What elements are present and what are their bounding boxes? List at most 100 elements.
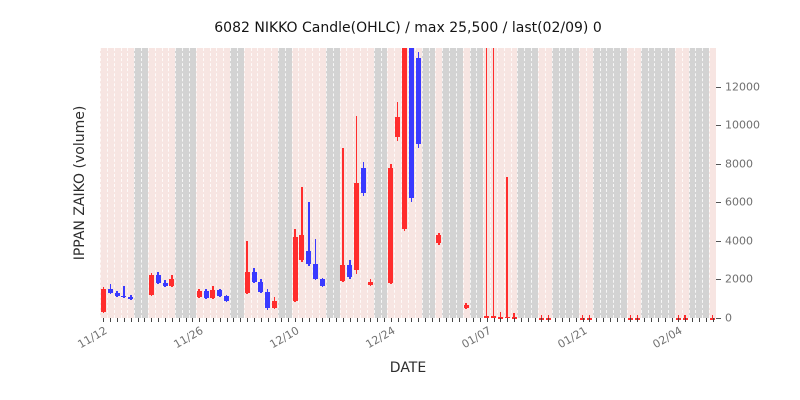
candle-body <box>415 57 421 145</box>
candle-wick <box>588 315 591 318</box>
x-tick <box>637 318 639 322</box>
closed-day-band <box>380 48 388 318</box>
candle-wick <box>547 315 550 318</box>
y-tick-label: 8000 <box>725 157 753 171</box>
x-tick <box>103 318 105 322</box>
trading-day-band <box>538 48 545 318</box>
closed-day-band <box>517 48 525 318</box>
trading-day-band <box>626 48 634 318</box>
trading-day-band <box>709 48 716 318</box>
y-tick <box>716 86 721 88</box>
candle-wick <box>540 315 543 318</box>
trading-day-band <box>633 48 641 318</box>
trading-day-band <box>346 48 354 318</box>
closed-day-band <box>592 48 600 318</box>
x-tick <box>671 318 673 322</box>
x-tick <box>486 318 488 322</box>
trading-day-band <box>585 48 593 318</box>
x-tick <box>514 318 516 322</box>
x-tick <box>295 318 297 322</box>
candle-body <box>463 304 469 309</box>
x-tick <box>356 318 358 322</box>
x-tick <box>644 318 646 322</box>
candle-wick <box>342 148 344 283</box>
closed-day-band <box>599 48 607 318</box>
candle-body <box>367 282 373 286</box>
x-tick <box>308 318 310 322</box>
x-tick <box>301 318 303 322</box>
x-tick <box>493 318 495 322</box>
candle-body <box>402 48 408 230</box>
y-tick <box>716 202 721 204</box>
candle-wick <box>492 48 495 318</box>
x-tick <box>151 318 153 322</box>
closed-day-band <box>524 48 532 318</box>
x-tick <box>534 318 536 322</box>
x-tick <box>274 318 276 322</box>
x-tick <box>144 318 146 322</box>
x-tick <box>479 318 481 322</box>
candle-body <box>272 300 278 309</box>
x-tick <box>630 318 632 322</box>
trading-day-band <box>414 48 422 318</box>
closed-day-band <box>182 48 189 318</box>
candle-wick <box>246 240 248 294</box>
x-tick <box>541 318 543 322</box>
x-tick <box>192 318 194 322</box>
x-tick <box>527 318 529 322</box>
trading-day-band <box>147 48 155 318</box>
trading-day-band <box>305 48 313 318</box>
x-tick <box>247 318 249 322</box>
candle-body <box>497 317 503 319</box>
trading-day-band <box>681 48 689 318</box>
trading-day-band <box>209 48 217 318</box>
x-tick <box>185 318 187 322</box>
x-tick <box>110 318 112 322</box>
x-tick <box>370 318 372 322</box>
closed-day-band <box>702 48 710 318</box>
candle-body <box>155 274 161 284</box>
closed-day-band <box>134 48 142 318</box>
x-tick <box>240 318 242 322</box>
x-tick <box>705 318 707 322</box>
x-tick <box>692 318 694 322</box>
x-tick <box>226 318 228 322</box>
closed-day-band <box>175 48 183 318</box>
trading-day-band <box>113 48 121 318</box>
candle-body <box>121 295 127 298</box>
candle-body <box>347 264 353 278</box>
candle-wick <box>301 186 303 263</box>
x-tick <box>603 318 605 322</box>
closed-day-band <box>551 48 559 318</box>
x-tick <box>199 318 201 322</box>
x-tick <box>548 318 550 322</box>
candle-body <box>196 291 202 297</box>
x-tick <box>438 318 440 322</box>
closed-day-band <box>661 48 669 318</box>
trading-day-band <box>195 48 203 318</box>
trading-day-band <box>106 48 114 318</box>
candle-wick <box>485 48 488 318</box>
closed-day-band <box>531 48 538 318</box>
x-tick <box>555 318 557 322</box>
trading-day-band <box>394 48 402 318</box>
candle-layer <box>100 48 716 320</box>
closed-day-band <box>647 48 655 318</box>
x-tick <box>322 318 324 322</box>
candle-wick <box>314 238 317 281</box>
x-tick <box>206 318 208 322</box>
closed-day-band <box>373 48 381 318</box>
closed-day-band <box>277 48 285 318</box>
candle-wick <box>677 315 680 318</box>
x-tick <box>404 318 406 322</box>
closed-day-band <box>654 48 662 318</box>
x-tick <box>657 318 659 322</box>
chart-title: 6082 NIKKO Candle(OHLC) / max 25,500 / l… <box>214 20 602 36</box>
candle-wick <box>684 315 686 318</box>
candle-wick <box>636 315 639 318</box>
x-tick <box>609 318 611 322</box>
y-tick-label: 2000 <box>725 272 753 286</box>
trading-day-band <box>544 48 552 318</box>
candle-body <box>388 167 394 284</box>
closed-day-band <box>428 48 436 318</box>
